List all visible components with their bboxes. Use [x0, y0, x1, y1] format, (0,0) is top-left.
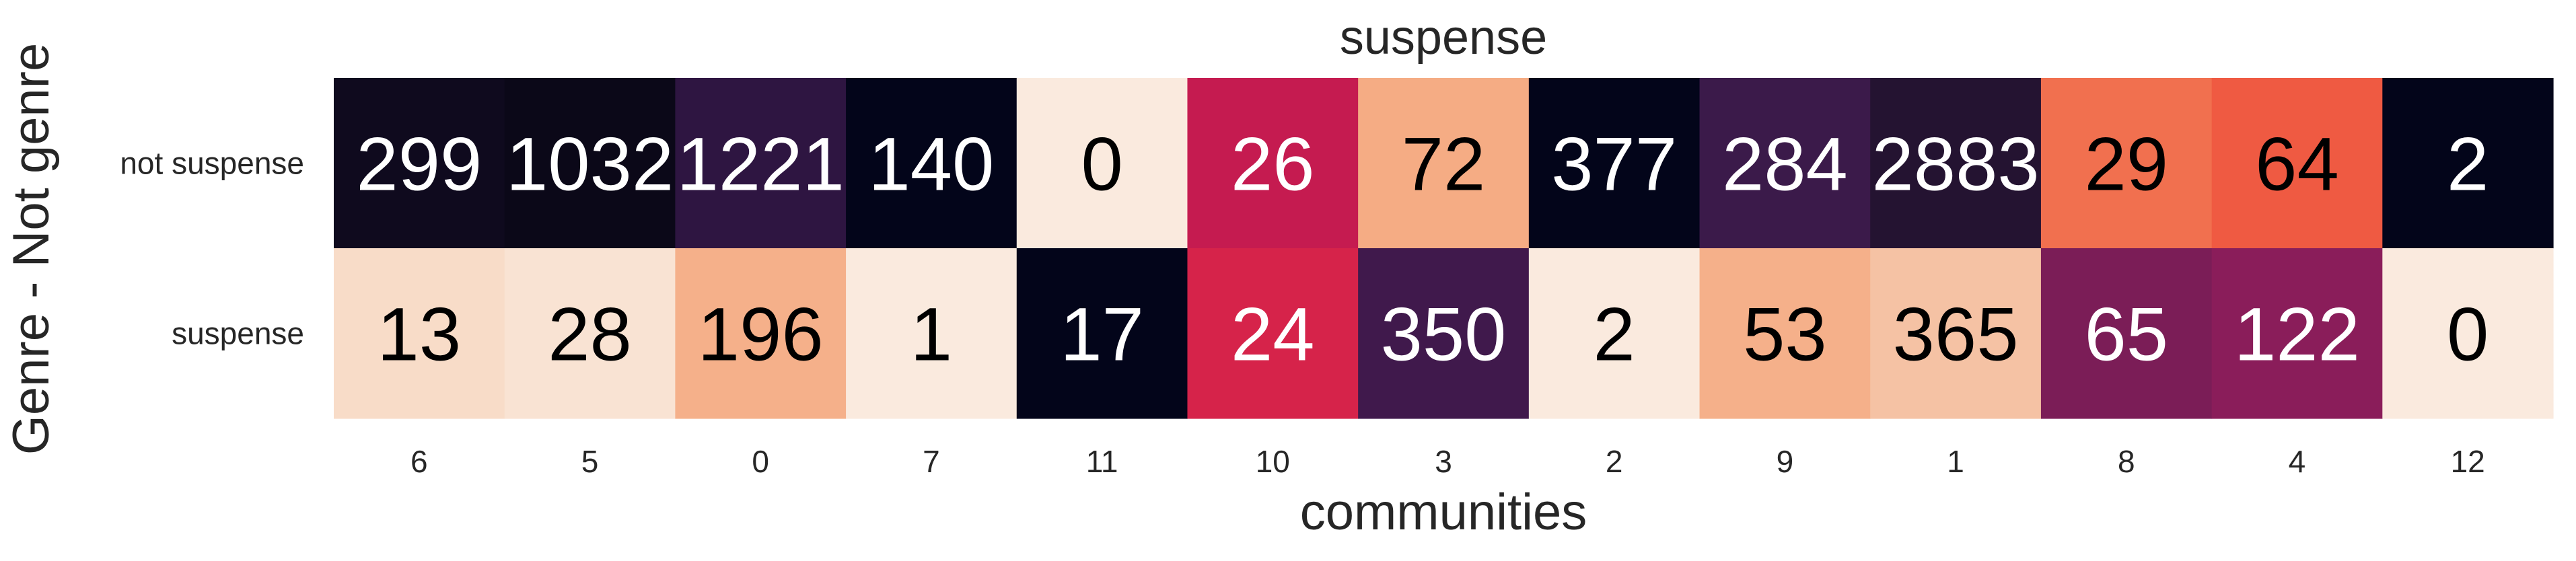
heatmap-cell	[675, 248, 847, 419]
x-tick-label: 1	[1947, 444, 1964, 479]
heatmap-cell	[1016, 78, 1188, 249]
heatmap-cell	[675, 78, 847, 249]
heatmap-cell	[2040, 248, 2213, 419]
heatmap-cell	[2382, 78, 2554, 249]
heatmap-cell	[2382, 248, 2554, 419]
x-tick-label: 10	[1256, 444, 1290, 479]
cell-value-label: 24	[1231, 293, 1315, 377]
cell-value-label: 53	[1743, 293, 1827, 377]
x-tick-label: 0	[752, 444, 769, 479]
heatmap-cell	[1699, 78, 1871, 249]
x-tick-label: 2	[1606, 444, 1623, 479]
heatmap-cell	[1016, 248, 1188, 419]
x-tick-labels: 6 5 0 7 11 10 3 2 9 1 8 4 12	[410, 444, 2485, 479]
x-tick-label: 5	[581, 444, 599, 479]
heatmap-cell	[334, 78, 505, 249]
heatmap-cell	[1870, 248, 2042, 419]
heatmap-cell	[846, 78, 1017, 249]
heatmap-cell	[2211, 78, 2383, 249]
cell-value-label: 26	[1231, 122, 1315, 207]
cell-value-label: 2	[2447, 122, 2489, 207]
cell-value-label: 29	[2084, 122, 2168, 207]
x-tick-label: 9	[1777, 444, 1794, 479]
heatmap-cell	[1870, 78, 2042, 249]
chart-title: suspense	[1340, 11, 1547, 65]
y-tick-labels: not suspense suspense	[120, 146, 304, 351]
cell-value-label: 28	[548, 293, 632, 377]
heatmap-cell	[2211, 248, 2383, 419]
cell-value-label: 1	[910, 293, 952, 377]
cell-value-label: 0	[2447, 293, 2489, 377]
cell-value-label: 350	[1381, 293, 1507, 377]
heatmap-cell	[1528, 78, 1701, 249]
cell-value-label: 122	[2234, 293, 2360, 377]
x-axis-label: communities	[1300, 484, 1587, 541]
heatmap-cell	[334, 248, 505, 419]
cell-value-label: 365	[1893, 293, 2019, 377]
cell-value-label: 196	[698, 293, 824, 377]
x-tick-label: 12	[2451, 444, 2485, 479]
y-tick-label: not suspense	[120, 146, 304, 181]
x-tick-label: 7	[923, 444, 940, 479]
heatmap-cell	[1699, 248, 1871, 419]
cell-value-label: 13	[378, 293, 462, 377]
cell-value-label: 2	[1594, 293, 1635, 377]
heatmap-cell	[1358, 248, 1530, 419]
cell-value-label: 72	[1402, 122, 1486, 207]
cell-value-label: 2883	[1872, 122, 2040, 207]
cell-value-label: 17	[1060, 293, 1144, 377]
cell-value-labels: 299 1032 1221 140 0 26 72 377 284 2883 29 64 213 28 19…	[356, 122, 2489, 377]
heatmap-cell	[1187, 248, 1359, 419]
heatmap-cell	[504, 78, 676, 249]
x-tick-label: 11	[1086, 444, 1118, 479]
heatmap-cell	[1358, 78, 1530, 249]
cell-value-label: 0	[1081, 122, 1122, 207]
cell-value-label: 64	[2255, 122, 2339, 207]
heatmap-cell	[846, 248, 1017, 419]
cell-value-label: 377	[1551, 122, 1677, 207]
heatmap-cell	[1528, 248, 1701, 419]
cell-value-label: 140	[868, 122, 994, 207]
heatmap-cell	[1187, 78, 1359, 249]
x-tick-label: 6	[410, 444, 428, 479]
x-tick-label: 8	[2118, 444, 2135, 479]
x-tick-label: 4	[2289, 444, 2306, 479]
heatmap-cell	[504, 248, 676, 419]
cell-value-label: 65	[2084, 293, 2168, 377]
heatmap-cells	[334, 78, 2554, 419]
cell-value-label: 1221	[677, 122, 845, 207]
heatmap-cell	[2040, 78, 2213, 249]
x-tick-label: 3	[1435, 444, 1452, 479]
y-tick-label: suspense	[172, 316, 304, 351]
cell-value-label: 299	[356, 122, 482, 207]
cell-value-label: 284	[1722, 122, 1848, 207]
cell-value-label: 1032	[506, 122, 674, 207]
y-axis-label: Genre - Not genre	[3, 43, 60, 455]
